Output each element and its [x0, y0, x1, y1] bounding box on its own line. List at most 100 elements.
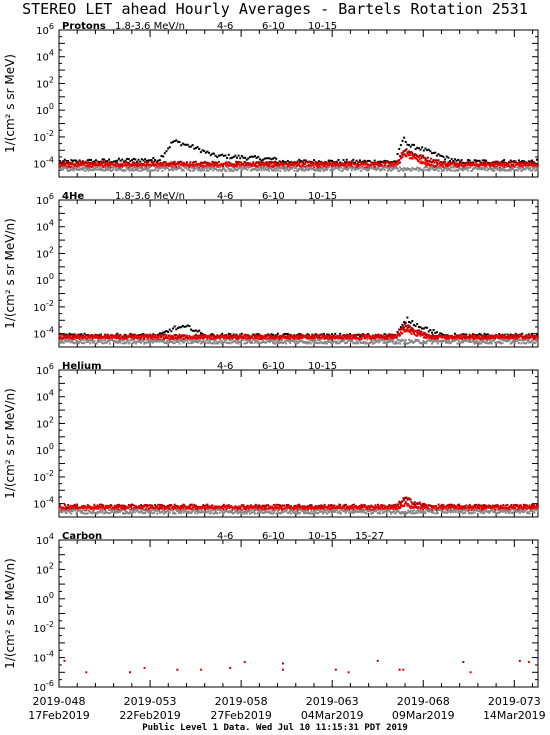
data-point: [173, 325, 176, 328]
data-point: [234, 339, 237, 342]
data-point: [177, 336, 180, 339]
data-point: [72, 338, 75, 341]
data-point: [435, 159, 438, 162]
data-point: [500, 162, 503, 165]
data-point: [490, 167, 493, 170]
data-point: [132, 157, 135, 160]
data-point: [170, 337, 173, 340]
data-point: [306, 160, 309, 163]
data-point: [170, 330, 173, 333]
data-point: [230, 338, 233, 341]
data-point: [176, 161, 179, 164]
data-point: [468, 503, 471, 506]
data-point: [444, 339, 447, 342]
data-point: [425, 164, 428, 167]
data-point: [412, 332, 415, 335]
data-point: [167, 342, 170, 345]
data-point: [234, 154, 237, 157]
legend-entry: 10-15: [308, 361, 337, 372]
data-point: [458, 160, 461, 163]
data-point: [174, 339, 177, 342]
data-point: [139, 160, 142, 163]
data-point: [435, 331, 438, 334]
data-point: [288, 337, 291, 340]
data-point: [319, 169, 322, 172]
data-point: [356, 162, 359, 165]
data-point: [204, 342, 207, 345]
data-point: [465, 163, 468, 166]
data-point: [517, 336, 520, 339]
data-point: [390, 169, 393, 172]
data-point: [290, 167, 293, 170]
data-point: [213, 339, 216, 342]
data-point: [188, 325, 191, 328]
data-point: [357, 161, 360, 164]
data-point: [462, 506, 465, 509]
data-point: [208, 336, 211, 339]
data-point: [83, 332, 86, 335]
data-point: [116, 161, 119, 164]
data-point: [314, 339, 317, 342]
data-point: [435, 167, 438, 170]
data-point: [421, 342, 424, 345]
data-point: [229, 336, 232, 339]
data-point: [503, 338, 506, 341]
data-point: [281, 339, 284, 342]
data-point: [197, 163, 200, 166]
data-point: [163, 152, 166, 155]
data-point: [513, 342, 516, 345]
data-point: [262, 161, 265, 164]
data-point: [444, 158, 447, 161]
data-point: [449, 335, 452, 338]
data-point: [308, 341, 311, 344]
data-point: [226, 163, 229, 166]
data-point: [331, 338, 334, 341]
data-point: [154, 505, 157, 508]
data-point: [75, 334, 78, 337]
data-point: [247, 157, 250, 160]
data-point: [248, 507, 251, 510]
data-point: [119, 333, 122, 336]
data-point: [251, 165, 254, 168]
data-point: [283, 160, 286, 163]
data-point: [115, 333, 118, 336]
data-point: [432, 158, 435, 161]
data-point: [317, 338, 320, 341]
data-point: [253, 163, 256, 166]
data-point: [414, 503, 417, 506]
data-point: [347, 335, 350, 338]
data-point: [358, 340, 361, 343]
data-point: [536, 338, 539, 341]
data-point: [411, 152, 414, 155]
data-point: [209, 164, 212, 167]
data-point: [125, 341, 128, 344]
data-point: [147, 168, 150, 171]
y-tick-label: 10-2: [33, 469, 54, 484]
data-point: [513, 335, 516, 338]
data-point: [140, 158, 143, 161]
data-point: [94, 167, 97, 170]
data-point: [447, 165, 450, 168]
data-point: [276, 332, 279, 335]
data-point: [520, 342, 523, 345]
data-point: [430, 157, 433, 160]
data-point: [471, 164, 474, 167]
data-point: [122, 161, 125, 164]
data-point: [535, 333, 538, 336]
data-point: [349, 337, 352, 340]
data-point: [503, 339, 506, 342]
y-tick-label: 10-4: [33, 496, 54, 511]
data-point: [399, 157, 402, 160]
data-point: [99, 160, 102, 163]
data-point: [203, 340, 206, 343]
data-point: [475, 503, 478, 506]
data-point: [267, 163, 270, 166]
data-point: [196, 146, 199, 149]
data-point: [200, 165, 203, 168]
data-point: [176, 336, 179, 339]
data-point: [530, 339, 533, 342]
data-point: [290, 334, 293, 337]
data-point: [308, 168, 311, 171]
data-point: [388, 338, 391, 341]
data-point: [204, 161, 207, 164]
